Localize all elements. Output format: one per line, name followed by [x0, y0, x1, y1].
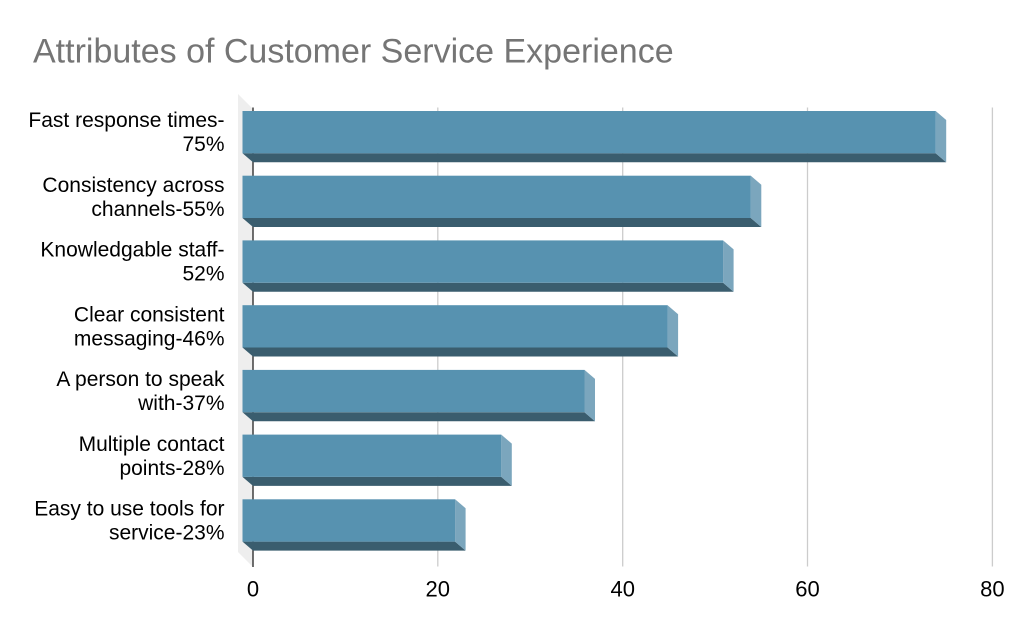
svg-text:40: 40: [610, 577, 634, 602]
svg-text:A person to speak: A person to speak: [56, 368, 225, 391]
svg-text:Multiple contact: Multiple contact: [79, 433, 225, 456]
svg-text:Knowledgable staff-: Knowledgable staff-: [40, 239, 224, 262]
svg-text:Attributes of Customer Service: Attributes of Customer Service Experienc…: [33, 32, 674, 70]
svg-text:52%: 52%: [182, 263, 224, 286]
svg-text:with-37%: with-37%: [137, 392, 224, 415]
svg-text:points-28%: points-28%: [119, 457, 224, 480]
svg-text:20: 20: [426, 577, 450, 602]
svg-text:80: 80: [980, 577, 1004, 602]
svg-text:Consistency across: Consistency across: [42, 174, 224, 197]
svg-text:60: 60: [795, 577, 819, 602]
svg-text:service-23%: service-23%: [109, 522, 225, 545]
svg-text:Easy to use tools for: Easy to use tools for: [34, 498, 224, 521]
svg-text:Clear consistent: Clear consistent: [74, 303, 225, 326]
svg-text:75%: 75%: [182, 133, 224, 156]
svg-text:messaging-46%: messaging-46%: [74, 327, 225, 350]
svg-text:Fast response times-: Fast response times-: [28, 109, 224, 132]
svg-text:channels-55%: channels-55%: [91, 198, 224, 221]
svg-text:0: 0: [247, 577, 259, 602]
